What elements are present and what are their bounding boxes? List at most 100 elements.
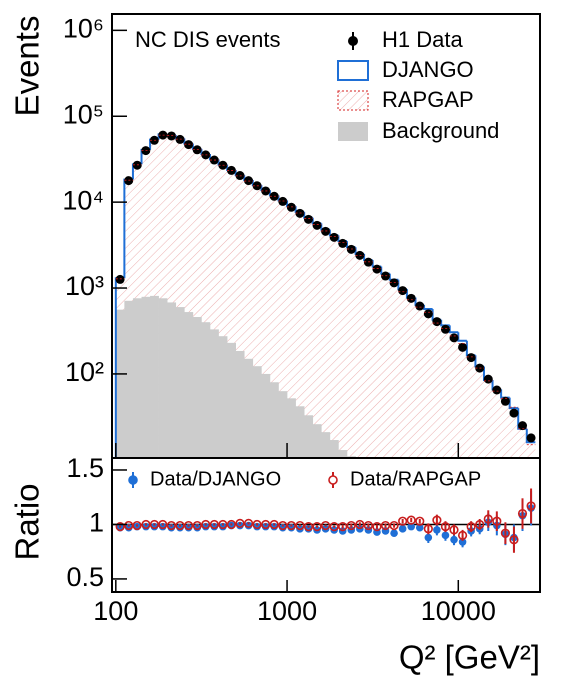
hatched-bar: [509, 407, 519, 458]
step-segment: [500, 389, 510, 399]
y-tick-label: 10⁶: [63, 13, 104, 43]
data-point: [244, 176, 254, 186]
y-tick-label: 10²: [65, 357, 104, 387]
ratio-point: [115, 522, 125, 532]
hatched-bar: [158, 135, 168, 458]
hatched-bar: [252, 185, 262, 458]
y-tick-label: 0.5: [66, 562, 104, 592]
ratio-point: [424, 533, 433, 542]
hatched-bar: [201, 154, 210, 458]
data-point: [312, 220, 322, 230]
background-bar: [287, 398, 296, 458]
ratio-point: [390, 529, 398, 537]
ratio-point: [433, 526, 441, 534]
hatched-bar: [192, 149, 202, 458]
data-point: [526, 433, 536, 443]
ratio-point: [449, 525, 459, 535]
data-point: [440, 324, 450, 334]
ratio-point: [158, 519, 168, 530]
hatched-bar: [424, 312, 433, 458]
annotation: NC DIS events: [135, 27, 281, 52]
ratio-point: [398, 516, 408, 526]
data-point: [115, 274, 125, 284]
background-bar: [192, 316, 202, 458]
step-segment: [508, 397, 519, 410]
background-bar: [150, 295, 159, 458]
hatched-bar: [209, 160, 219, 458]
ratio-point: [201, 519, 211, 530]
ratio-point: [303, 522, 314, 532]
ratio-plot: [112, 488, 540, 553]
data-point: [509, 408, 519, 418]
hatched-bar: [261, 190, 270, 458]
hatched-bar: [432, 323, 442, 458]
hatched-bar: [269, 196, 279, 458]
legend-symbol: [348, 36, 358, 46]
data-point: [372, 264, 382, 274]
hatched-bar: [235, 175, 245, 458]
background-bar: [141, 296, 151, 458]
ratio-point: [458, 538, 467, 546]
hatched-bar: [415, 307, 425, 458]
legend-symbol: [128, 475, 138, 485]
hatched-bar: [175, 139, 185, 458]
axes: H1 Data DJANGO RAPGAP Background Data/DJANGO…: [62, 13, 541, 626]
ratio-point: [243, 518, 254, 528]
y-tick-label: 10³: [65, 271, 104, 301]
background-bar: [244, 358, 254, 458]
ratio-point: [415, 523, 424, 532]
legend-label: DJANGO: [382, 57, 474, 82]
step-segment: [440, 319, 450, 327]
ratio-point: [329, 522, 339, 532]
background-bar: [184, 312, 194, 458]
ratio-point: [278, 520, 288, 531]
ratio-point: [141, 519, 151, 530]
hatched-bar: [389, 282, 399, 458]
ratio-point: [346, 520, 356, 531]
y-tick-label: 10⁵: [63, 99, 104, 129]
ratio-point: [423, 524, 433, 534]
hatched-bar: [406, 299, 416, 458]
hatched-bar: [321, 230, 330, 458]
data-point: [303, 214, 313, 224]
x-axis-title: Q² [GeV²]: [399, 639, 540, 676]
background-bar: [124, 300, 134, 458]
ratio-point: [218, 519, 228, 530]
ratio-point: [320, 520, 331, 531]
ratio-point: [500, 528, 510, 538]
top-plot: [114, 130, 536, 458]
hatched-bar: [184, 144, 193, 458]
hatched-bar: [381, 275, 390, 458]
data-point: [518, 421, 528, 431]
data-point: [338, 238, 348, 248]
background-bar: [218, 336, 228, 458]
ratio-point: [466, 522, 476, 532]
background-bar: [132, 298, 142, 458]
hatched-bar: [167, 135, 176, 458]
ratio-point: [432, 515, 442, 525]
ratio-point: [517, 508, 528, 519]
hatched-bar: [526, 444, 536, 458]
hatched-bar: [287, 206, 296, 458]
ratio-point: [363, 520, 373, 531]
hatched-bar: [492, 391, 502, 458]
legend-label: Background: [382, 118, 499, 143]
background-bar: [304, 415, 314, 458]
data-point: [321, 226, 331, 236]
ratio-point: [312, 522, 322, 532]
background-bar: [235, 350, 245, 458]
x-tick-label: 1000: [257, 596, 317, 626]
ratio-point: [372, 522, 382, 532]
y-axis-title: Ratio: [9, 483, 46, 560]
ratio-point: [483, 514, 493, 524]
ratio-point: [475, 519, 485, 530]
background-bar: [209, 329, 219, 458]
background-bar: [269, 382, 279, 458]
hatched-bar: [346, 248, 356, 458]
legend-label: H1 Data: [382, 27, 463, 52]
ratio-point: [235, 518, 245, 528]
legend-label: Data/RAPGAP: [350, 468, 481, 490]
data-point: [406, 293, 416, 303]
ratio-point: [380, 520, 391, 531]
